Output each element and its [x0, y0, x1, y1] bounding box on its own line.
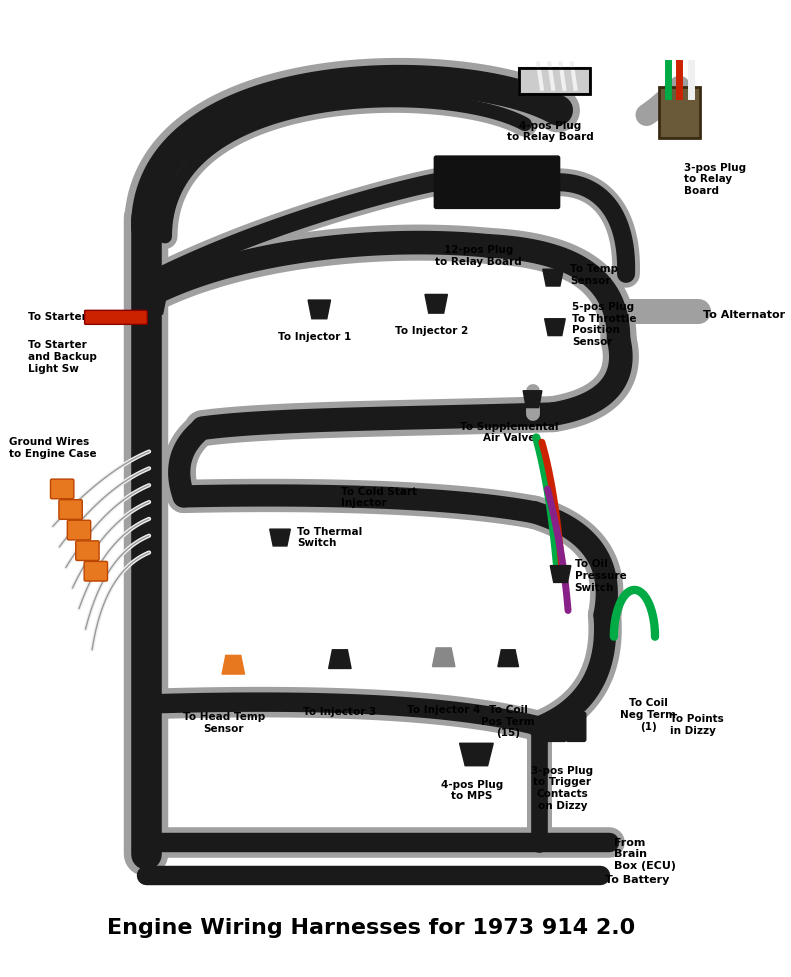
Text: To Thermal
Switch: To Thermal Switch — [297, 527, 362, 548]
Text: To Cold Start
Injector: To Cold Start Injector — [341, 487, 417, 508]
Text: To Starter: To Starter — [28, 312, 86, 321]
FancyBboxPatch shape — [434, 157, 559, 209]
FancyBboxPatch shape — [85, 311, 147, 325]
Text: From
Brain
Box (ECU): From Brain Box (ECU) — [614, 837, 676, 871]
Polygon shape — [329, 650, 351, 669]
Text: To Battery: To Battery — [604, 874, 669, 884]
Text: To Oil
Pressure
Switch: To Oil Pressure Switch — [574, 559, 626, 592]
Text: 3-pos Plug
to Trigger
Contacts
on Dizzy: 3-pos Plug to Trigger Contacts on Dizzy — [532, 765, 593, 810]
Text: To Alternator: To Alternator — [702, 310, 785, 319]
Text: To Head Temp
Sensor: To Head Temp Sensor — [183, 712, 265, 734]
Bar — [520, 69, 591, 95]
Text: 3-pos Plug
to Relay
Board: 3-pos Plug to Relay Board — [684, 162, 746, 195]
Bar — [520, 69, 591, 95]
Text: To Injector 3: To Injector 3 — [303, 706, 377, 716]
Text: 5-pos Plug
To Throttle
Position
Sensor: 5-pos Plug To Throttle Position Sensor — [572, 302, 636, 347]
Polygon shape — [222, 656, 244, 674]
Polygon shape — [545, 319, 566, 336]
Text: To Coil
Neg Term
(1): To Coil Neg Term (1) — [620, 698, 676, 731]
Text: Ground Wires
to Engine Case: Ground Wires to Engine Case — [9, 437, 97, 458]
Text: To Starter
and Backup
Light Sw: To Starter and Backup Light Sw — [28, 340, 97, 373]
FancyBboxPatch shape — [67, 521, 91, 540]
Polygon shape — [314, 489, 335, 506]
Polygon shape — [270, 530, 290, 546]
Polygon shape — [551, 566, 571, 583]
Text: To Injector 1: To Injector 1 — [278, 331, 351, 342]
Text: To Points
in Dizzy: To Points in Dizzy — [670, 713, 724, 736]
FancyBboxPatch shape — [84, 562, 108, 581]
Polygon shape — [498, 650, 518, 667]
Polygon shape — [146, 298, 166, 315]
Polygon shape — [425, 295, 448, 314]
Text: 4-pos Plug
to MPS: 4-pos Plug to MPS — [441, 779, 503, 800]
FancyBboxPatch shape — [76, 541, 99, 561]
Polygon shape — [308, 301, 331, 319]
FancyBboxPatch shape — [566, 712, 586, 742]
Text: To Injector 4: To Injector 4 — [407, 704, 480, 714]
Text: To Injector 2: To Injector 2 — [395, 326, 468, 336]
Polygon shape — [523, 392, 542, 408]
Text: 4-pos Plug
to Relay Board: 4-pos Plug to Relay Board — [507, 120, 594, 142]
Text: 12-pos Plug
to Relay Board: 12-pos Plug to Relay Board — [435, 244, 521, 267]
Bar — [659, 88, 700, 139]
FancyBboxPatch shape — [51, 480, 74, 499]
FancyBboxPatch shape — [547, 712, 566, 742]
Polygon shape — [460, 743, 494, 766]
FancyBboxPatch shape — [59, 500, 82, 520]
Polygon shape — [433, 648, 455, 667]
Text: To Temp
Sensor: To Temp Sensor — [570, 264, 618, 285]
Text: To Supplemental
Air Valve: To Supplemental Air Valve — [460, 421, 558, 443]
Text: To Coil
Pos Term
(15): To Coil Pos Term (15) — [482, 704, 535, 738]
Text: Engine Wiring Harnesses for 1973 914 2.0: Engine Wiring Harnesses for 1973 914 2.0 — [107, 916, 635, 937]
Polygon shape — [543, 270, 563, 286]
